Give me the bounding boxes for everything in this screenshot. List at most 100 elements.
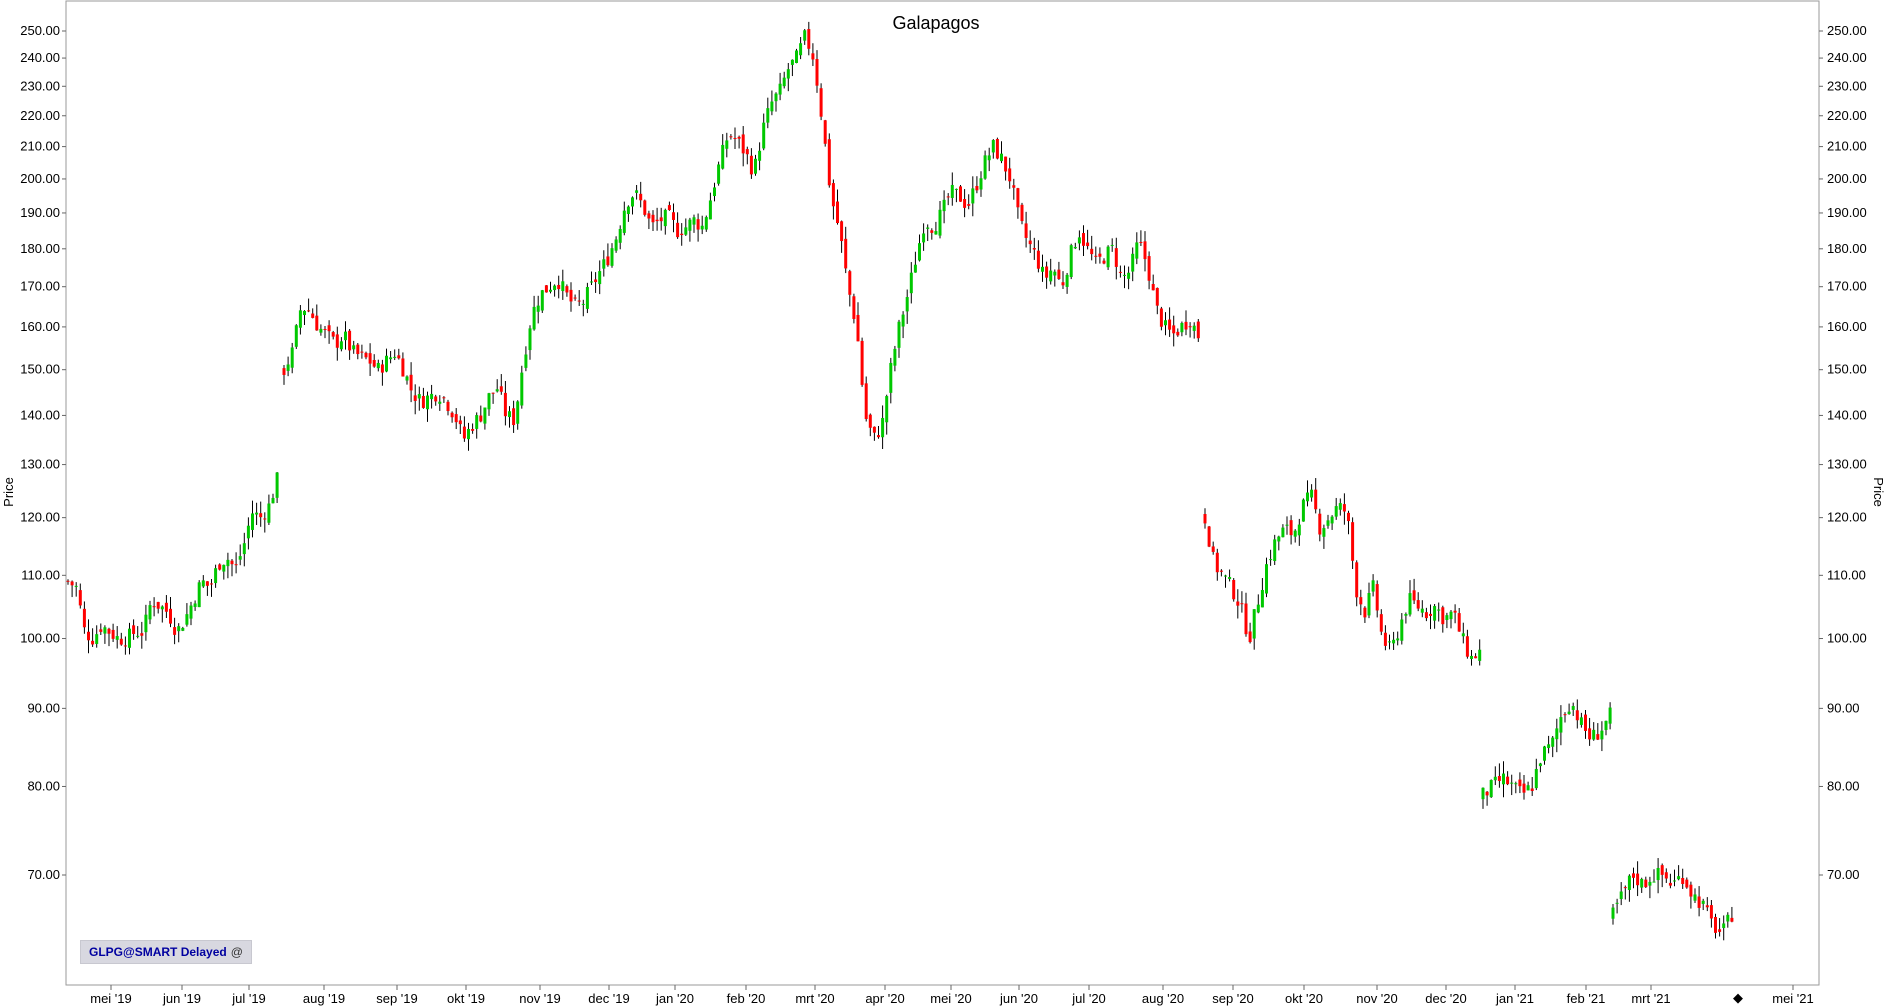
candle (1164, 312, 1167, 336)
candle-body-up (430, 393, 434, 400)
candle-body-up (201, 580, 205, 587)
candle-body-down (409, 374, 413, 391)
candle (267, 494, 271, 525)
candle-body-up (1269, 559, 1273, 561)
candle (1400, 613, 1404, 645)
candle (282, 365, 286, 385)
candle-body-down (1355, 562, 1359, 598)
candle (1379, 609, 1383, 636)
candle-body-down (1244, 603, 1248, 635)
candle-body-up (922, 233, 926, 243)
candle-body-up (778, 83, 782, 95)
candle (1240, 591, 1244, 613)
candle (680, 223, 684, 246)
candle (450, 411, 454, 423)
candle (840, 220, 844, 253)
candle (1106, 245, 1110, 270)
candle (205, 581, 209, 596)
candle (1159, 306, 1163, 331)
candle (1383, 625, 1387, 651)
candle-body-up (983, 155, 987, 179)
candle-body-down (1314, 489, 1318, 510)
candle (1718, 918, 1722, 937)
candle (1069, 243, 1073, 280)
candle-body-up (532, 306, 536, 330)
candle (1668, 873, 1672, 889)
candle (471, 423, 475, 434)
candle-body-down (1219, 570, 1223, 572)
candle (319, 324, 323, 336)
candle-body-down (1709, 905, 1713, 919)
candle-body-up (1693, 894, 1697, 901)
candle-body-up (635, 190, 639, 193)
candle-body-up (626, 206, 630, 215)
candle (922, 223, 926, 251)
candle (1429, 604, 1432, 630)
candle (1600, 721, 1604, 752)
x-tick-label: feb '21 (1567, 991, 1606, 1006)
candle (372, 354, 376, 368)
candle-body-down (1681, 877, 1685, 884)
candle (339, 337, 343, 352)
candle-body-down (577, 300, 581, 302)
candle (614, 236, 618, 253)
candle-body-up (581, 303, 585, 305)
candle (704, 215, 708, 232)
candle (557, 275, 561, 299)
y-tick-label-left: 190.00 (20, 205, 60, 220)
candle (1172, 315, 1176, 347)
candle-body-up (971, 188, 975, 204)
candle (1709, 899, 1713, 928)
candle-body-down (1240, 603, 1244, 605)
candle (754, 154, 757, 176)
candle (1497, 763, 1501, 788)
x-tick-label: okt '20 (1285, 991, 1323, 1006)
candle-body-up (1400, 619, 1404, 641)
candle (1256, 594, 1260, 614)
candle (655, 207, 659, 231)
candle (1041, 254, 1044, 282)
candle (1392, 631, 1396, 650)
candle-body-down (655, 219, 659, 222)
candle (872, 426, 876, 441)
candle-body-up (536, 305, 540, 312)
candle (1363, 606, 1367, 623)
candle-body-up (294, 325, 298, 347)
candle (1596, 723, 1600, 741)
candle-body-up (1619, 891, 1623, 900)
candle-body-up (1677, 876, 1681, 880)
candle (210, 578, 213, 597)
scroll-marker-icon[interactable]: ◆ (1733, 990, 1743, 1005)
candle-body-down (401, 358, 405, 377)
y-tick-label-left: 120.00 (20, 510, 60, 525)
candle (1147, 251, 1151, 290)
candle (594, 272, 598, 293)
candle (635, 184, 639, 200)
candle (700, 215, 704, 235)
candle-body-down (1016, 188, 1020, 208)
candle (561, 269, 565, 300)
candle (1424, 607, 1428, 622)
candle-body-down (1416, 600, 1420, 609)
candle (218, 563, 222, 571)
candle-body-up (942, 199, 946, 212)
candle (1082, 225, 1085, 257)
candle (1285, 516, 1289, 535)
candle (930, 228, 934, 240)
candle-body-up (1371, 580, 1375, 592)
candle-body-down (995, 139, 999, 159)
candle (1232, 578, 1236, 602)
candle (573, 294, 577, 301)
candle-body-up (700, 225, 704, 230)
x-tick-label: nov '19 (519, 991, 561, 1006)
candle-body-down (557, 284, 561, 290)
candle-body-down (1032, 248, 1036, 250)
candle-body-up (1322, 528, 1326, 537)
y-tick-label-left: 110.00 (21, 567, 60, 582)
candle-body-down (1383, 632, 1387, 646)
candle-body-up (1273, 539, 1277, 562)
candle-body-up (909, 272, 913, 294)
candle (745, 146, 749, 165)
candle-body-down (852, 296, 856, 319)
candle-body-up (393, 356, 397, 358)
